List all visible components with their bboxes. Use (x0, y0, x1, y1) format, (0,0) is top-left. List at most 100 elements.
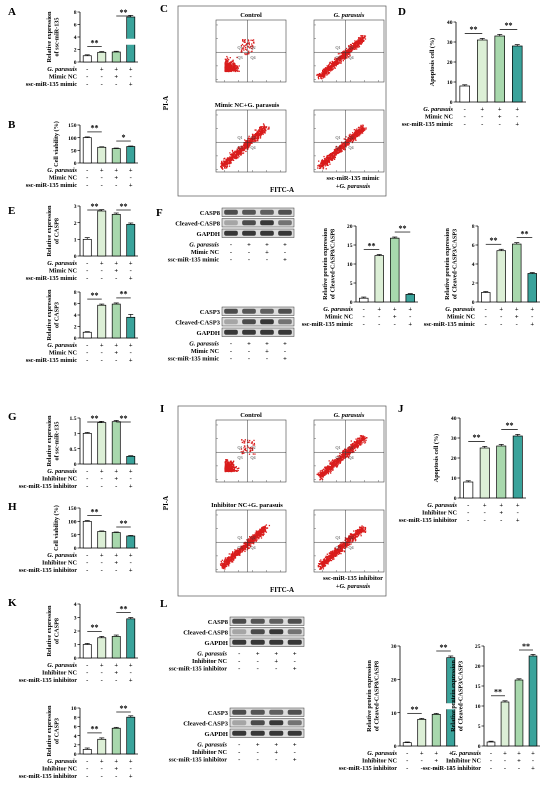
flow-event-dot (330, 65, 332, 67)
flow-event-dot (259, 134, 262, 136)
flow-event-dot (237, 70, 239, 72)
flow-event-dot (321, 161, 323, 164)
flow-event-dot (230, 463, 232, 465)
flow-event-dot (268, 524, 271, 527)
flow-event-dot (359, 526, 361, 528)
flow-event-dot (352, 445, 354, 447)
flow-event-dot (240, 547, 242, 550)
condition-sign: + (247, 341, 251, 348)
flow-event-dot (322, 68, 325, 71)
flow-event-dot (226, 55, 228, 58)
flow-event-dot (322, 163, 324, 166)
flow-event-dot (268, 128, 270, 130)
flow-event-dot (244, 39, 246, 41)
flow-event-dot (224, 70, 227, 72)
flow-event-dot (232, 64, 234, 66)
flow-event-dot (231, 61, 233, 63)
flow-event-dot (226, 565, 228, 567)
flow-event-dot (319, 476, 322, 479)
flow-event-dot (252, 536, 254, 538)
flow-panel-border (177, 5, 387, 197)
flow-event-dot (332, 462, 334, 465)
flow-event-dot (358, 437, 361, 440)
quadrant-label: Q3 (336, 455, 341, 460)
flow-event-dot (226, 163, 228, 166)
flow-event-dot (359, 435, 362, 437)
flow-event-dot (231, 468, 233, 470)
flow-event-dot (343, 457, 345, 459)
flow-event-dot (349, 47, 351, 49)
flow-event-dot (351, 446, 353, 448)
flow-event-dot (330, 470, 332, 472)
flow-event-dot (228, 62, 230, 65)
flow-event-dot (233, 155, 235, 158)
condition-sign: + (283, 341, 287, 348)
flow-event-dot (232, 65, 235, 67)
flow-event-dot (319, 472, 322, 474)
flow-event-dot (225, 68, 228, 70)
flow-event-dot (246, 145, 248, 147)
flow-event-dot (231, 462, 234, 465)
flow-event-dot (363, 35, 365, 37)
flow-event-dot (253, 536, 256, 538)
flow-event-dot (260, 533, 262, 535)
flow-event-dot (360, 43, 362, 45)
flow-event-dot (322, 76, 325, 78)
bar (97, 422, 107, 465)
flow-event-dot (223, 158, 225, 160)
flow-event-dot (251, 50, 253, 52)
flow-event-dot (244, 144, 246, 146)
bar (82, 238, 92, 257)
flow-event-dot (342, 54, 344, 56)
flow-event-dot (227, 465, 229, 467)
flow-event-dot (253, 137, 255, 139)
flow-event-dot (330, 464, 333, 467)
flow-event-dot (327, 66, 330, 68)
flow-event-dot (236, 67, 238, 69)
flow-event-dot (238, 548, 240, 550)
flow-event-dot (326, 164, 328, 166)
flow-event-dot (244, 141, 246, 144)
flow-event-dot (253, 539, 255, 541)
condition-sign: + (100, 342, 104, 349)
flow-event-dot (357, 129, 359, 132)
flow-event-dot (359, 441, 361, 443)
flow-event-dot (231, 149, 234, 152)
flow-event-dot (347, 49, 349, 51)
condition-label: ssc-miR-135 inhibitor (19, 567, 77, 574)
flow-event-dot (357, 131, 359, 134)
flow-event-dot (230, 69, 232, 71)
condition-sign: + (114, 476, 118, 483)
flow-event-dot (227, 159, 229, 162)
condition-sign: - (86, 167, 88, 174)
flow-event-dot (253, 42, 255, 44)
flow-event-dot (353, 129, 356, 131)
flow-event-dot (235, 466, 237, 468)
quadrant-label: Q1 (336, 445, 341, 450)
flow-event-dot (321, 160, 324, 162)
flow-event-dot (316, 74, 318, 77)
flow-event-dot (365, 127, 367, 129)
flow-event-dot (243, 41, 245, 43)
flow-event-dot (362, 435, 364, 437)
flow-event-dot (248, 141, 250, 144)
flow-event-dot (221, 162, 223, 165)
flow-event-dot (245, 546, 247, 549)
flow-event-dot (327, 67, 329, 69)
flow-event-dot (353, 134, 356, 137)
flow-event-dot (333, 463, 335, 466)
flow-event-dot (321, 475, 323, 477)
flow-event-dot (232, 464, 234, 466)
bar (126, 535, 136, 549)
flow-event-dot (362, 436, 364, 439)
flow-event-dot (253, 540, 255, 542)
flow-event-dot (251, 137, 253, 139)
flow-event-dot (228, 463, 230, 466)
flow-event-dot (229, 62, 231, 64)
flow-event-dot (242, 47, 244, 49)
flow-event-dot (247, 547, 250, 549)
flow-event-dot (352, 137, 354, 139)
condition-sign: - (481, 121, 483, 128)
